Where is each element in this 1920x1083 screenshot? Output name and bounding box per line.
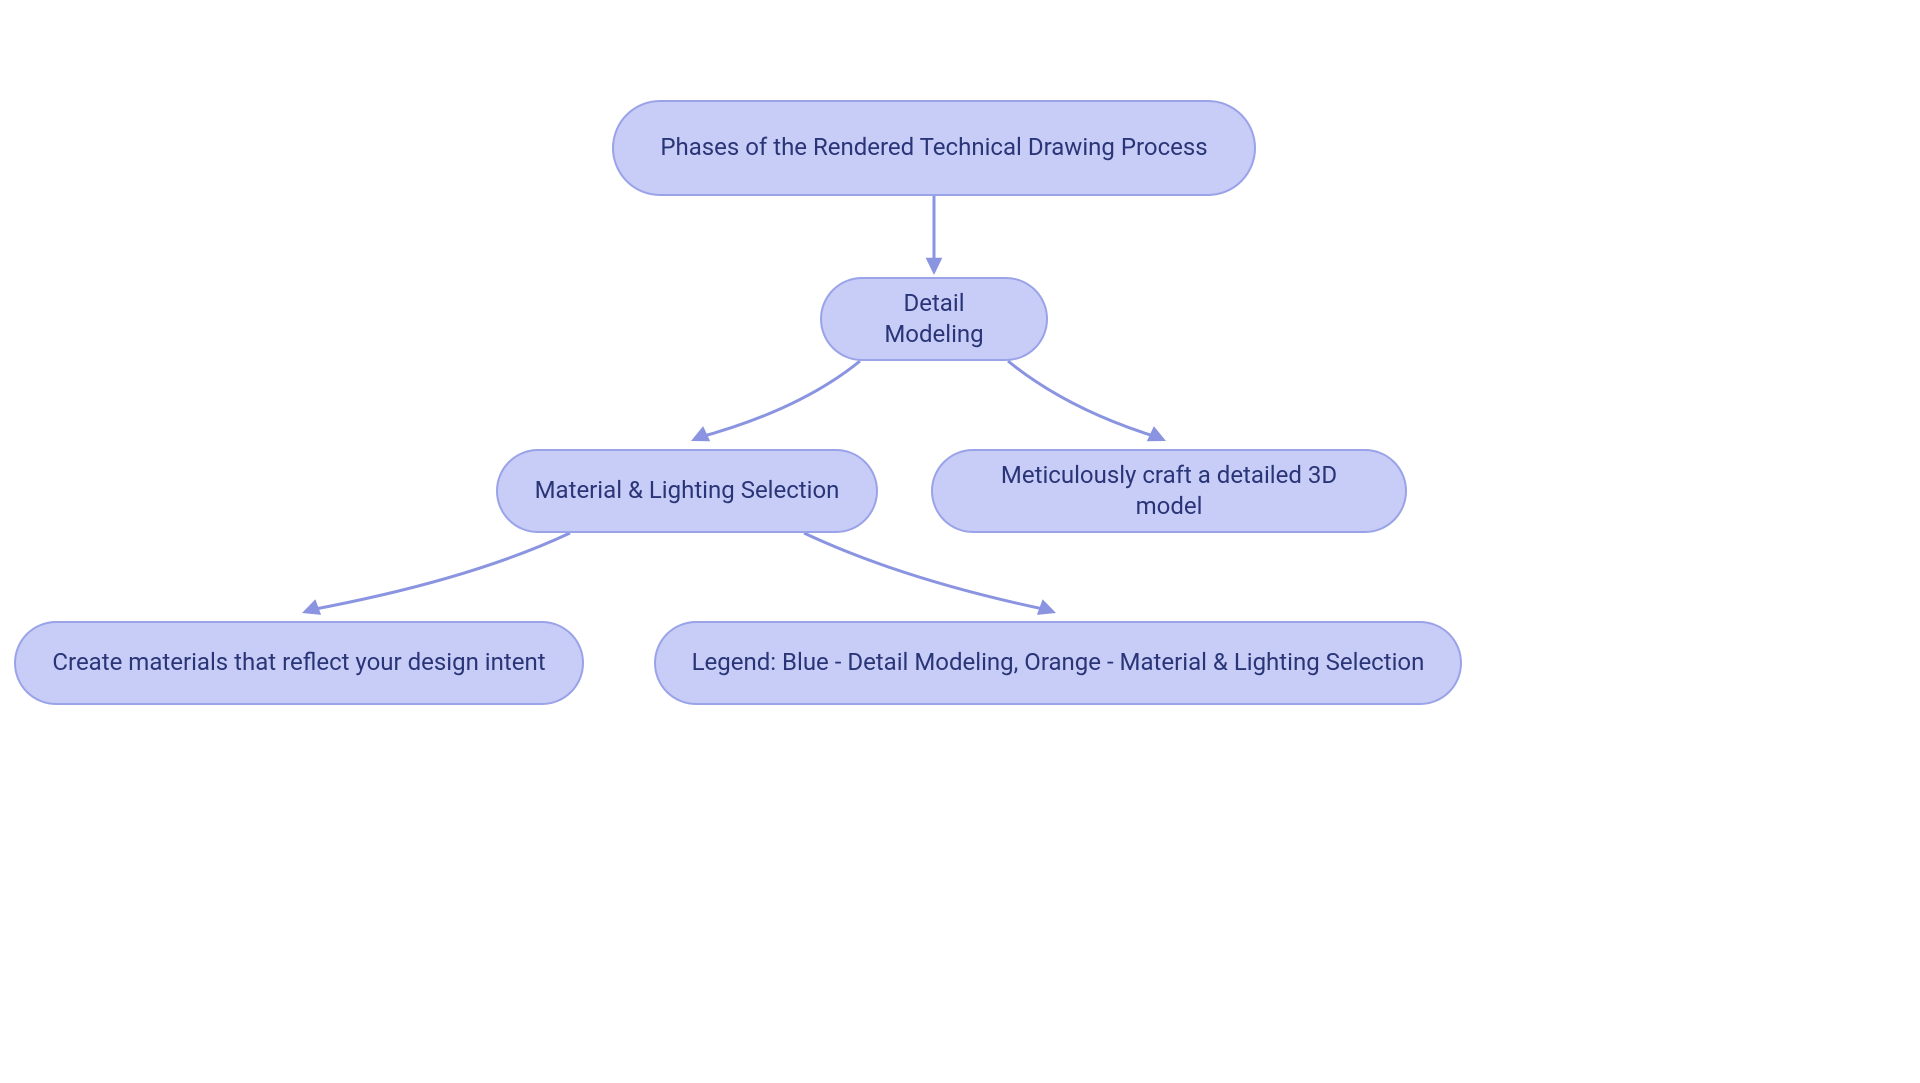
arrowhead-1 <box>691 426 710 441</box>
flowchart-canvas: Phases of the Rendered Technical Drawing… <box>0 0 1920 1083</box>
edge-detail-material <box>697 361 860 438</box>
node-material: Material & Lighting Selection <box>496 449 878 533</box>
arrowhead-0 <box>926 258 943 275</box>
node-meticulous: Meticulously craft a detailed 3D model <box>931 449 1407 533</box>
node-label-detail: Detail Modeling <box>854 288 1014 350</box>
edge-material-legend <box>804 533 1048 610</box>
node-legend: Legend: Blue - Detail Modeling, Orange -… <box>654 621 1462 705</box>
node-create: Create materials that reflect your desig… <box>14 621 584 705</box>
arrowhead-3 <box>302 599 321 615</box>
node-label-legend: Legend: Blue - Detail Modeling, Orange -… <box>692 647 1425 678</box>
node-label-title: Phases of the Rendered Technical Drawing… <box>660 132 1207 163</box>
node-label-material: Material & Lighting Selection <box>535 475 840 506</box>
edge-material-create <box>310 533 570 610</box>
node-detail: Detail Modeling <box>820 277 1048 361</box>
node-title: Phases of the Rendered Technical Drawing… <box>612 100 1256 196</box>
node-label-meticulous: Meticulously craft a detailed 3D model <box>965 460 1373 522</box>
edge-detail-meticulous <box>1008 361 1160 438</box>
node-label-create: Create materials that reflect your desig… <box>52 647 545 678</box>
arrowhead-4 <box>1037 599 1056 615</box>
arrowhead-2 <box>1147 426 1166 441</box>
